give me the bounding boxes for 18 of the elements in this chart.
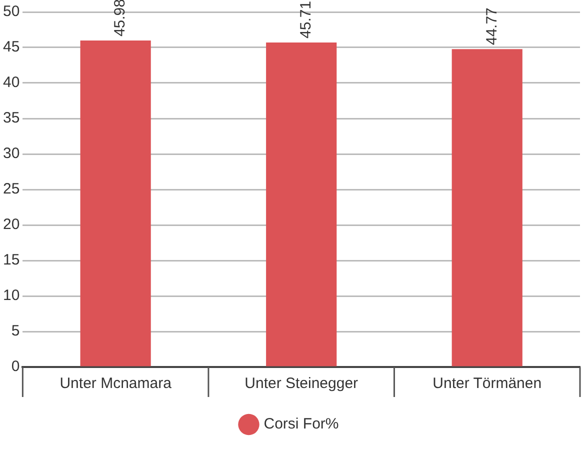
y-tick-label: 5 [11,322,20,340]
y-tick-label: 25 [2,180,20,198]
y-tick-label: 15 [2,252,20,269]
x-tick-label: Unter Steinegger [244,375,358,392]
data-label: 45.71 [297,0,314,38]
x-tick-label: Unter Törmänen [432,375,542,392]
y-tick-label: 10 [2,287,20,304]
y-tick-label: 30 [2,145,20,162]
x-tick-label: Unter Mcnamara [60,375,172,392]
y-tick-label: 45 [2,38,20,56]
y-tick-label: 35 [2,110,20,127]
y-tick-label: 50 [2,3,20,20]
y-tick-label: 40 [2,74,20,92]
data-label: 44.77 [483,8,500,46]
data-label: 45.98 [112,0,129,37]
y-tick-label: 20 [2,216,20,234]
legend-label: Corsi For% [264,416,339,433]
y-tick-label: 0 [11,358,20,376]
